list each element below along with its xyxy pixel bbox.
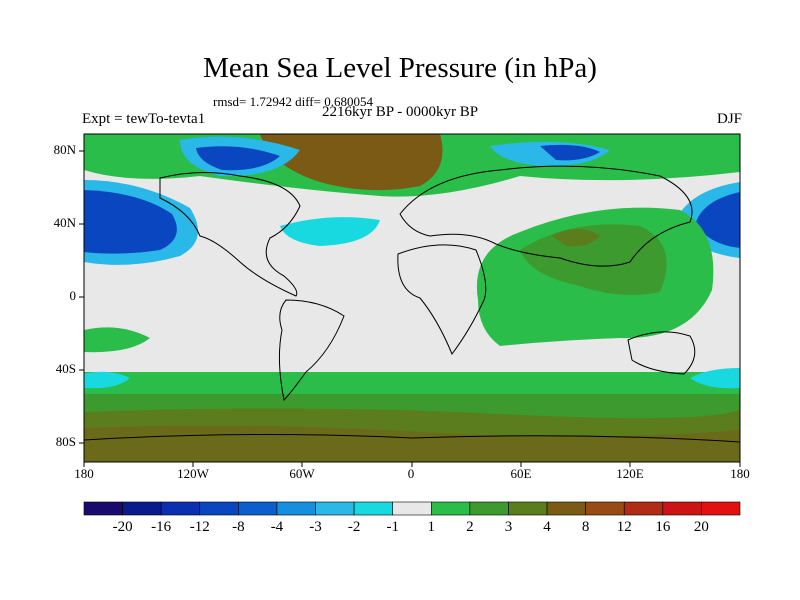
colorbar-label: 2 bbox=[466, 519, 474, 535]
colorbar-label: -16 bbox=[151, 519, 172, 535]
lon-label-60e: 60E bbox=[510, 466, 532, 481]
aleutian-low-east-core bbox=[696, 192, 740, 248]
colorbar-swatch bbox=[508, 501, 548, 516]
africa-outline bbox=[397, 244, 487, 356]
colorbar-label: 20 bbox=[693, 519, 709, 535]
lat-label-0: 0 bbox=[69, 288, 77, 303]
siberia-low-core bbox=[540, 144, 600, 161]
colorbar-swatch bbox=[276, 501, 316, 516]
eurasia-outline bbox=[399, 165, 693, 267]
colorbar-label: -8 bbox=[232, 519, 245, 535]
lat-label-80s: 80S bbox=[55, 434, 76, 449]
anomaly-field bbox=[84, 134, 740, 462]
lon-label-180e: 180 bbox=[730, 466, 750, 481]
axis-ticks bbox=[79, 150, 741, 467]
colorbar-label: -12 bbox=[189, 519, 210, 535]
colorbar-label: -2 bbox=[347, 519, 361, 535]
colorbar-swatch bbox=[122, 501, 162, 516]
colorbar-swatch bbox=[83, 501, 123, 516]
colorbar-label: 16 bbox=[655, 519, 671, 535]
experiment-label: Expt = tewTo-tevta1 bbox=[82, 111, 206, 127]
colorbar-label: -3 bbox=[309, 519, 322, 535]
colorbar-label: 8 bbox=[581, 519, 590, 535]
south-pacific-low-east bbox=[690, 368, 740, 389]
greenland-low-core bbox=[196, 146, 280, 171]
colorbar-label: 1 bbox=[427, 519, 436, 535]
colorbar bbox=[83, 501, 741, 516]
colorbar-swatch bbox=[353, 501, 394, 516]
atlantic-low bbox=[280, 217, 380, 246]
lon-label-180w: 180 bbox=[74, 466, 94, 481]
colorbar-swatch bbox=[199, 501, 239, 516]
rmsd-diff-stats: rmsd= 1.72942 diff= 0.680054 bbox=[213, 94, 373, 109]
colorbar-label: -20 bbox=[112, 519, 133, 535]
lat-label-40s: 40S bbox=[55, 361, 76, 376]
lon-label-60w: 60W bbox=[289, 466, 315, 481]
map-title: Mean Sea Level Pressure (in hPa) bbox=[203, 52, 597, 84]
colorbar-swatch bbox=[662, 501, 702, 516]
asia-positive-3 bbox=[520, 224, 667, 295]
lon-label-120e: 120E bbox=[616, 466, 644, 481]
season-label: DJF bbox=[716, 111, 742, 127]
lon-label-0: 0 bbox=[407, 466, 415, 481]
asia-positive-4 bbox=[552, 229, 600, 247]
time-period: 2216kyr BP - 0000kyr BP bbox=[322, 104, 479, 120]
colorbar-swatch bbox=[546, 501, 586, 516]
arctic-band-8 bbox=[260, 134, 443, 191]
lat-label-40n: 40N bbox=[53, 215, 76, 230]
colorbar-label: 12 bbox=[616, 519, 632, 535]
north-america-outline bbox=[159, 171, 301, 297]
colorbar-label: -1 bbox=[386, 519, 399, 535]
lon-label-120w: 120W bbox=[177, 466, 209, 481]
colorbar-swatch bbox=[238, 501, 278, 516]
colorbar-swatch bbox=[315, 501, 355, 516]
colorbar-label: -4 bbox=[270, 519, 284, 535]
colorbar-swatch bbox=[430, 501, 471, 516]
colorbar-label: 3 bbox=[504, 519, 513, 535]
colorbar-swatch bbox=[160, 501, 201, 516]
colorbar-label: 4 bbox=[543, 519, 551, 535]
aleutian-low-west-core bbox=[84, 190, 177, 254]
south-america-outline bbox=[278, 299, 345, 402]
south-pacific-low-west bbox=[84, 371, 130, 389]
equatorial-pacific-positive bbox=[84, 327, 150, 353]
coastlines bbox=[83, 165, 741, 443]
australia-outline bbox=[627, 331, 696, 375]
colorbar-swatch bbox=[623, 501, 664, 516]
colorbar-swatch bbox=[392, 501, 432, 516]
colorbar-swatch bbox=[585, 501, 625, 516]
antarctica-outline bbox=[83, 433, 741, 443]
colorbar-swatch bbox=[701, 501, 741, 516]
lat-label-80n: 80N bbox=[53, 142, 76, 157]
colorbar-swatch bbox=[469, 501, 509, 516]
